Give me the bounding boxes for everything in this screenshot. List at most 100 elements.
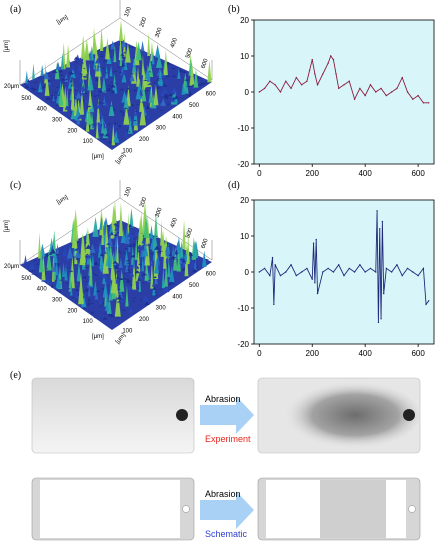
surface-peak bbox=[169, 93, 176, 95]
surface-peak bbox=[97, 240, 103, 258]
surface-peak bbox=[117, 66, 121, 68]
surface-peak bbox=[30, 273, 37, 275]
data-point bbox=[428, 102, 430, 104]
surface-peak bbox=[142, 79, 149, 81]
surface-peak bbox=[144, 66, 151, 80]
surface-peak bbox=[52, 79, 56, 81]
surface-c-texture bbox=[23, 200, 210, 320]
surface-peak bbox=[183, 79, 189, 94]
surface-peak bbox=[135, 41, 142, 61]
y-tick-label: 10 bbox=[240, 52, 249, 61]
surface-peak bbox=[124, 278, 129, 280]
surface-peak bbox=[81, 75, 88, 77]
surface-peak bbox=[116, 301, 122, 303]
surface-peak bbox=[166, 103, 171, 105]
surface-peak bbox=[57, 109, 63, 111]
surface-peak bbox=[171, 64, 175, 66]
surface-peak bbox=[91, 123, 96, 128]
surface-peak bbox=[76, 285, 81, 287]
surface-peak bbox=[102, 248, 107, 254]
surface-peak bbox=[126, 271, 133, 273]
surface-peak bbox=[76, 98, 80, 100]
data-point bbox=[273, 303, 275, 306]
surface-peak bbox=[100, 138, 107, 141]
surface-peak bbox=[74, 73, 79, 78]
surface-peak bbox=[113, 130, 119, 143]
surface-peak bbox=[132, 119, 138, 121]
surface-peak bbox=[172, 256, 178, 258]
data-point bbox=[376, 210, 378, 212]
surface-peak bbox=[136, 250, 141, 252]
data-point bbox=[377, 321, 380, 324]
surface-peak bbox=[112, 108, 116, 112]
surface-peak bbox=[140, 84, 147, 102]
surface-peak bbox=[149, 63, 156, 68]
surface-peak bbox=[45, 278, 51, 285]
surface-peak bbox=[54, 254, 60, 256]
surface-peak bbox=[160, 91, 165, 96]
surface-peak bbox=[89, 253, 92, 255]
surface-tick-label: 300 bbox=[156, 306, 167, 312]
surface-peak bbox=[37, 81, 43, 93]
surface-peak bbox=[88, 85, 93, 109]
surface-tick-label: 200 bbox=[139, 137, 150, 143]
surface-peak bbox=[23, 83, 27, 85]
surface-peak bbox=[135, 87, 142, 100]
surface-peak bbox=[51, 70, 58, 73]
surface-peak bbox=[80, 62, 85, 64]
surface-peak bbox=[113, 233, 118, 237]
surface-peak bbox=[98, 56, 105, 58]
surface-peak bbox=[153, 276, 158, 279]
surface-peak bbox=[84, 288, 90, 292]
surface-peak bbox=[109, 315, 116, 318]
surface-peak bbox=[122, 51, 127, 54]
surface-peak bbox=[123, 247, 129, 250]
data-point bbox=[422, 267, 425, 270]
surface-peak bbox=[101, 317, 108, 320]
surface-c-ztick: 20μm bbox=[4, 264, 19, 270]
surface-peak bbox=[93, 260, 99, 266]
surface-peak bbox=[78, 272, 84, 305]
surface-peak bbox=[55, 86, 60, 88]
surface-peak bbox=[71, 64, 75, 71]
surface-a-texture bbox=[23, 20, 212, 146]
surface-peak bbox=[81, 88, 84, 96]
surface-peak bbox=[87, 297, 91, 302]
surface-peak bbox=[75, 290, 79, 298]
surface-peak bbox=[182, 219, 186, 250]
surface-tick-label: 200 bbox=[139, 317, 150, 323]
surface-peak bbox=[114, 277, 120, 284]
data-point bbox=[306, 267, 308, 270]
surface-peak bbox=[127, 230, 134, 238]
data-point bbox=[330, 55, 332, 57]
surface-peak bbox=[154, 245, 160, 250]
surface-peak bbox=[181, 259, 187, 263]
series-line bbox=[259, 210, 430, 323]
surface-peak bbox=[98, 298, 104, 304]
surface-peak bbox=[110, 83, 116, 88]
surface-peak bbox=[119, 269, 125, 292]
surface-peak bbox=[128, 270, 135, 277]
surface-peak bbox=[148, 71, 152, 73]
surface-peak bbox=[100, 67, 107, 69]
surface-peak bbox=[163, 241, 167, 269]
surface-peak bbox=[102, 243, 109, 274]
surface-peak bbox=[74, 248, 82, 258]
x-tick-label: 0 bbox=[257, 169, 262, 178]
surface-a-xlabel-1: [μm] bbox=[4, 40, 10, 52]
data-point bbox=[381, 220, 384, 223]
surface-peak bbox=[95, 77, 99, 82]
surface-peak bbox=[66, 245, 74, 259]
surface-peak bbox=[54, 61, 60, 80]
surface-peak bbox=[138, 101, 142, 103]
surface-peak bbox=[151, 50, 155, 65]
surface-peak bbox=[143, 89, 150, 92]
surface-peak bbox=[115, 276, 121, 279]
data-point bbox=[380, 87, 382, 90]
surface-peak bbox=[196, 77, 203, 79]
surface-peak bbox=[93, 57, 96, 70]
surface-peak bbox=[40, 64, 44, 76]
surface-peak bbox=[128, 45, 132, 53]
data-point bbox=[295, 76, 298, 79]
surface-peak bbox=[147, 83, 153, 85]
